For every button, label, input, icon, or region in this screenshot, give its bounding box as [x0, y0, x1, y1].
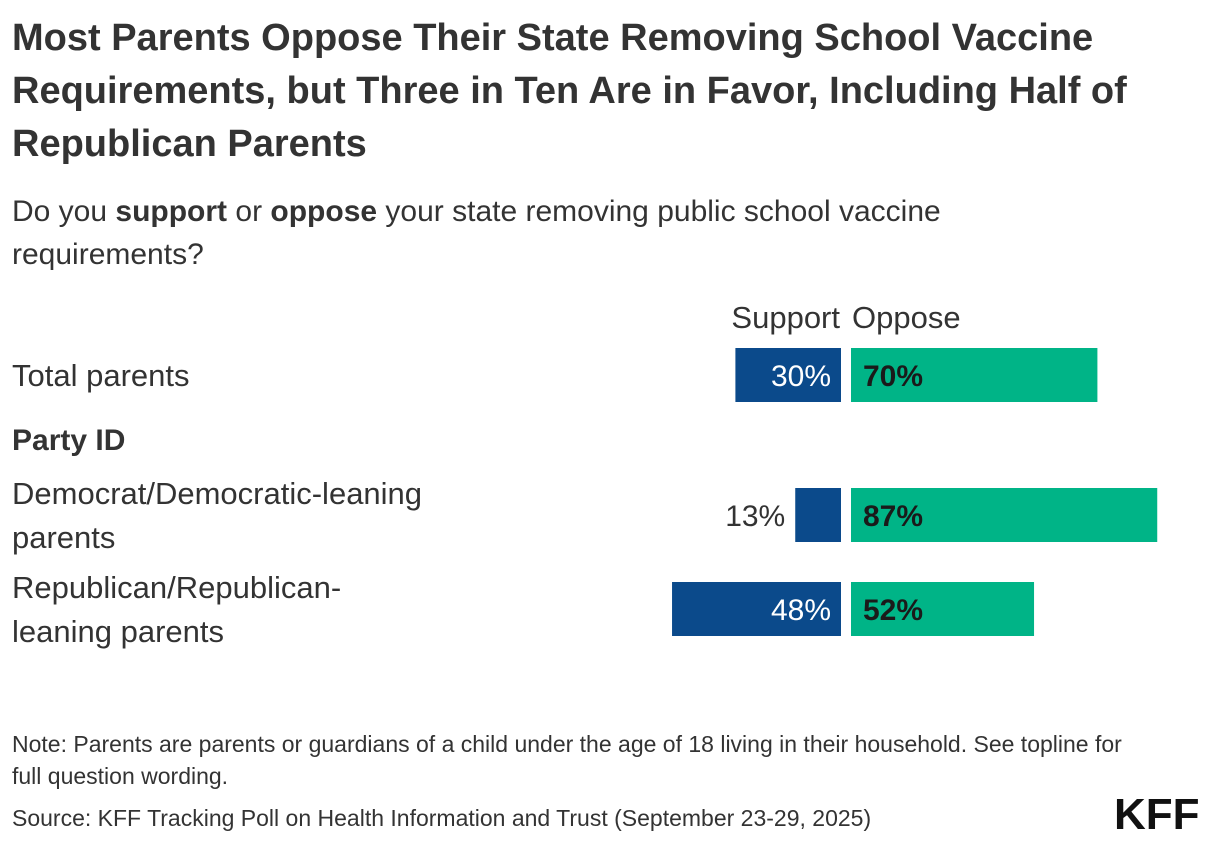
category-label: Republican/Republican-leaning parents [12, 570, 341, 649]
chart-source: Source: KFF Tracking Poll on Health Info… [12, 805, 872, 831]
support-bar [672, 582, 841, 636]
support-value-label: 13% [725, 500, 785, 533]
support-value-label: 30% [771, 360, 831, 393]
oppose-value-label: 52% [863, 594, 923, 627]
oppose-bar [851, 348, 1098, 402]
oppose-bar [851, 488, 1158, 542]
oppose-column-header: Oppose [852, 300, 961, 335]
diverging-bar-chart: Support Oppose Party ID Total parents 30% 70… [12, 300, 1158, 649]
oppose-value-label: 70% [863, 360, 923, 393]
oppose-value-label: 87% [863, 500, 923, 533]
chart-title: Most Parents Oppose Their State Removing… [12, 17, 1127, 165]
oppose-bar [851, 582, 1035, 636]
group-header-party-id: Party ID [12, 424, 125, 457]
chart-subtitle: Do you support or oppose your state remo… [12, 195, 941, 271]
category-label: Total parents [12, 358, 190, 393]
support-bar [795, 488, 841, 542]
support-bar [735, 348, 841, 402]
category-label: Democrat/Democratic-leaning parents [12, 476, 422, 555]
support-value-label: 48% [771, 594, 831, 627]
kff-logo: KFF [1114, 790, 1200, 839]
support-column-header: Support [731, 300, 840, 335]
chart-notes: Note: Parents are parents or guardians o… [12, 731, 1122, 789]
